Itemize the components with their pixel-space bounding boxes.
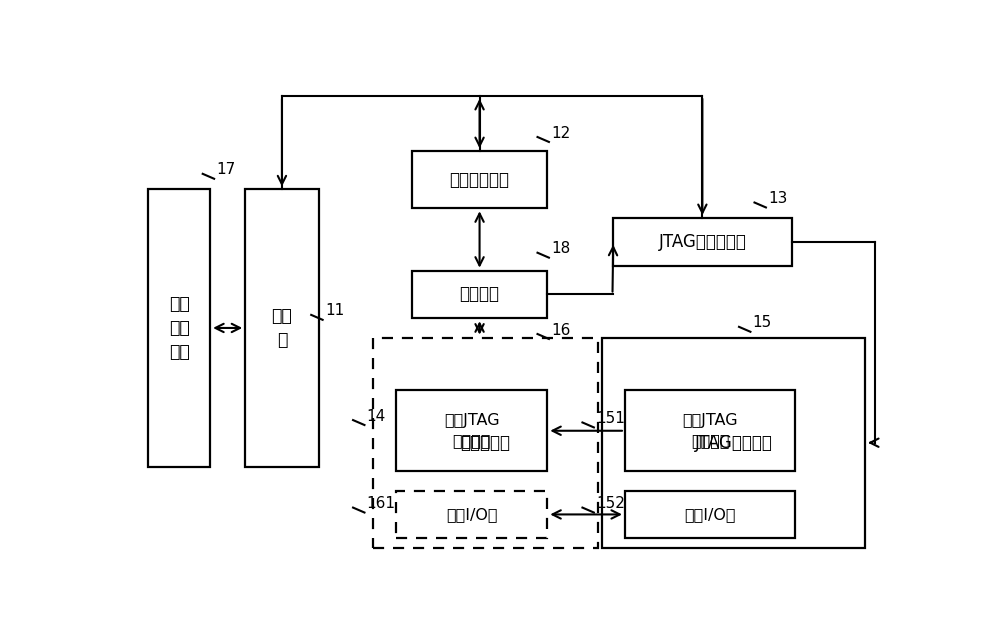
Text: 被测电路板: 被测电路板 — [460, 433, 510, 451]
Bar — [625, 491, 795, 538]
Text: 18: 18 — [551, 241, 570, 256]
Bar — [396, 491, 547, 538]
Text: 161: 161 — [367, 496, 396, 511]
Text: 14: 14 — [367, 409, 386, 424]
Text: 12: 12 — [551, 125, 570, 140]
Text: 16: 16 — [551, 322, 571, 338]
Text: 数字I/O口: 数字I/O口 — [684, 507, 736, 522]
Text: 通用仪器设备: 通用仪器设备 — [450, 171, 510, 189]
Text: 数字I/O口: 数字I/O口 — [446, 507, 498, 522]
Text: 主控
器: 主控 器 — [272, 307, 292, 349]
Bar — [245, 189, 319, 466]
Text: 15: 15 — [753, 315, 772, 330]
Text: JTAG链路控制器: JTAG链路控制器 — [658, 233, 746, 251]
Bar — [373, 338, 598, 548]
Bar — [396, 390, 547, 471]
Text: 152: 152 — [596, 496, 625, 511]
Text: 17: 17 — [216, 162, 236, 178]
Bar — [412, 151, 547, 209]
Text: 第二JTAG
链路芯片: 第二JTAG 链路芯片 — [682, 414, 738, 448]
Text: 调理电路: 调理电路 — [460, 286, 500, 304]
Bar — [625, 390, 795, 471]
Text: 第一JTAG
链路芯片: 第一JTAG 链路芯片 — [444, 414, 500, 448]
Bar — [613, 218, 792, 266]
Text: JTAG陪试工装: JTAG陪试工装 — [694, 433, 772, 451]
Bar — [602, 338, 865, 548]
Bar — [412, 271, 547, 319]
Text: 13: 13 — [768, 191, 788, 206]
Bar — [148, 189, 210, 466]
Text: 11: 11 — [325, 304, 344, 319]
Text: 人机
交互
接口: 人机 交互 接口 — [169, 296, 190, 361]
Text: 151: 151 — [596, 411, 625, 426]
